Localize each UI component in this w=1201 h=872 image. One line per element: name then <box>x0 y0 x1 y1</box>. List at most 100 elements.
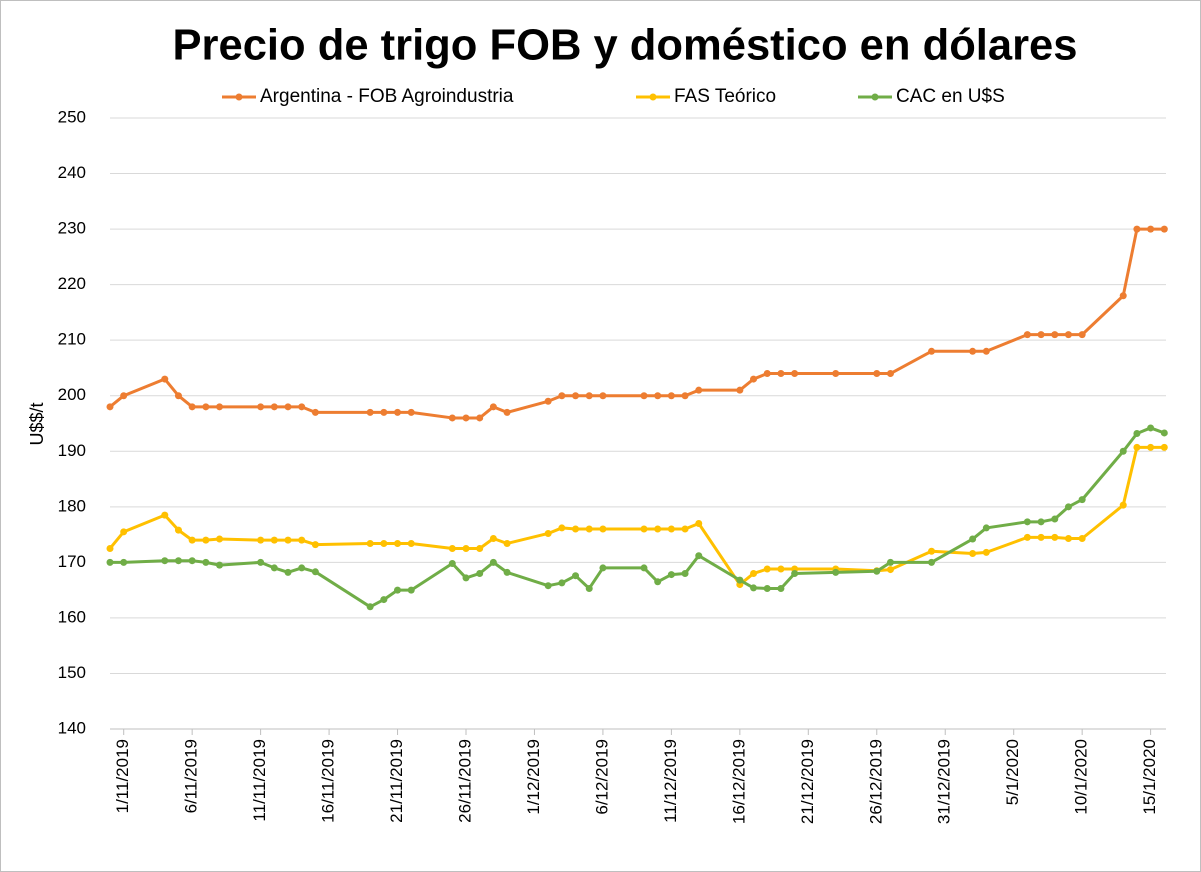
series-marker <box>599 564 607 572</box>
x-tick-label: 16/12/2019 <box>729 739 748 824</box>
series-marker <box>407 586 415 594</box>
series-marker <box>886 566 894 574</box>
series-marker <box>1160 443 1168 451</box>
x-tick-label: 6/11/2019 <box>182 739 201 813</box>
series-marker <box>476 569 484 577</box>
x-tick-label: 26/11/2019 <box>455 739 474 823</box>
series-marker <box>654 578 662 586</box>
series-marker <box>394 539 402 547</box>
legend-marker <box>649 93 657 101</box>
series-marker <box>695 552 703 560</box>
series-marker <box>448 414 456 422</box>
series-marker <box>188 403 196 411</box>
series-marker <box>1078 496 1086 504</box>
series-marker <box>1119 447 1127 455</box>
series-marker <box>928 347 936 355</box>
series-marker <box>832 568 840 576</box>
series-marker <box>380 596 388 604</box>
legend-label: CAC en U$S <box>896 86 1005 107</box>
y-tick-label: 220 <box>58 274 86 293</box>
series-marker <box>1064 503 1072 511</box>
series-marker <box>1147 225 1155 233</box>
series-marker <box>366 603 374 611</box>
series-marker <box>763 584 771 592</box>
series-marker <box>640 525 648 533</box>
series-marker <box>873 567 881 575</box>
series-marker <box>982 524 990 532</box>
series-marker <box>106 403 114 411</box>
series-marker <box>174 557 182 565</box>
x-tick-label: 10/1/2020 <box>1072 739 1091 815</box>
chart-title: Precio de trigo FOB y doméstico en dólar… <box>173 21 1078 70</box>
legend-marker <box>235 93 243 101</box>
series-marker <box>448 559 456 567</box>
series-marker <box>750 375 758 383</box>
series-marker <box>544 397 552 405</box>
series-marker <box>599 525 607 533</box>
series-marker <box>572 572 580 580</box>
series-marker <box>216 403 224 411</box>
series-marker <box>982 347 990 355</box>
series-marker <box>750 584 758 592</box>
series-marker <box>777 370 785 378</box>
series-marker <box>969 535 977 543</box>
series-marker <box>1051 515 1059 523</box>
series-marker <box>216 561 224 569</box>
series-marker <box>654 525 662 533</box>
series-marker <box>558 579 566 587</box>
series-marker <box>366 408 374 416</box>
series-marker <box>216 535 224 543</box>
series-marker <box>188 557 196 565</box>
y-tick-label: 210 <box>58 330 86 349</box>
series-marker <box>380 408 388 416</box>
series-marker <box>572 525 580 533</box>
legend-marker <box>871 93 879 101</box>
series-marker <box>503 408 511 416</box>
series-marker <box>873 370 881 378</box>
series-marker <box>886 370 894 378</box>
x-tick-label: 1/11/2019 <box>113 739 132 813</box>
series-marker <box>695 519 703 527</box>
y-tick-label: 230 <box>58 219 86 238</box>
series-marker <box>777 584 785 592</box>
series-marker <box>791 569 799 577</box>
series-marker <box>161 375 169 383</box>
x-tick-label: 5/1/2020 <box>1003 739 1022 805</box>
series-marker <box>394 408 402 416</box>
series-marker <box>1160 225 1168 233</box>
series-marker <box>407 539 415 547</box>
series-marker <box>640 564 648 572</box>
series-marker <box>489 558 497 566</box>
series-marker <box>476 414 484 422</box>
series-marker <box>654 392 662 400</box>
series-marker <box>585 584 593 592</box>
series-marker <box>1119 501 1127 509</box>
series-marker <box>886 558 894 566</box>
y-tick-label: 240 <box>58 163 86 182</box>
series-marker <box>188 536 196 544</box>
series-marker <box>928 547 936 555</box>
y-tick-label: 170 <box>58 552 86 571</box>
series-marker <box>462 574 470 582</box>
series-marker <box>476 544 484 552</box>
series-marker <box>311 568 319 576</box>
series-marker <box>736 386 744 394</box>
series-marker <box>558 392 566 400</box>
series-marker <box>777 565 785 573</box>
series-marker <box>284 568 292 576</box>
x-tick-label: 16/11/2019 <box>319 739 338 823</box>
series-marker <box>1037 518 1045 526</box>
series-marker <box>120 558 128 566</box>
series-marker <box>1078 534 1086 542</box>
series-marker <box>257 558 265 566</box>
series-marker <box>202 558 210 566</box>
series-marker <box>640 392 648 400</box>
series-marker <box>161 557 169 565</box>
x-tick-label: 26/12/2019 <box>866 739 885 824</box>
series-marker <box>174 392 182 400</box>
series-marker <box>599 392 607 400</box>
series-marker <box>270 536 278 544</box>
series-marker <box>982 548 990 556</box>
